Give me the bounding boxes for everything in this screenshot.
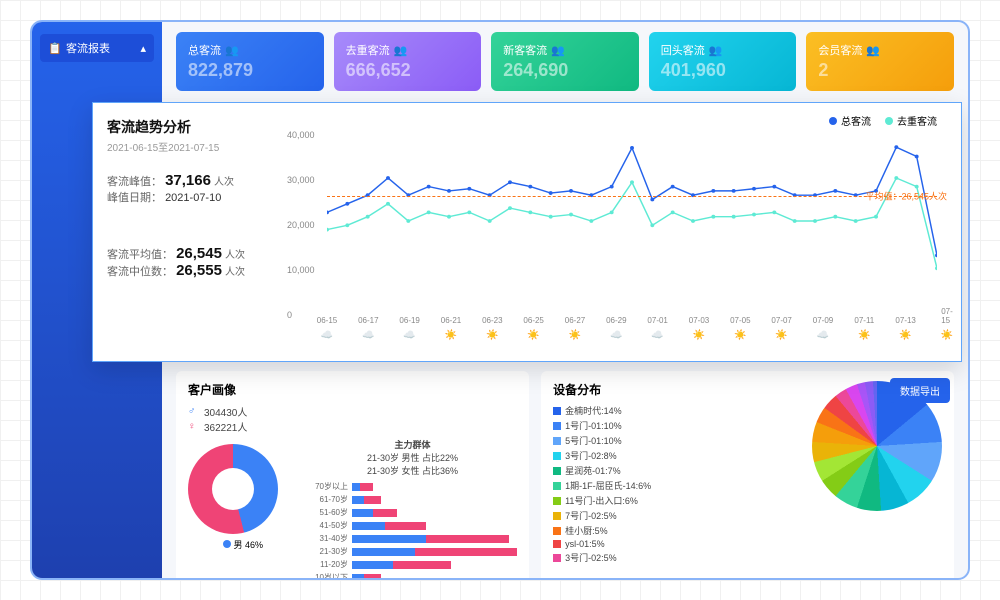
weather-icon: ☀️ [734,330,746,341]
report-icon: 📋 [48,42,60,54]
weather-icon: ☁️ [362,330,374,341]
weather-icon: ☀️ [445,330,457,341]
export-button[interactable]: 数据导出 [890,378,950,403]
age-bar-row: 11-20岁 [308,559,517,570]
weather-icon: ☁️ [817,330,829,341]
metric-card[interactable]: 去重客流 👥666,652 [334,32,482,91]
avg-label: 平均值：26,545人次 [865,189,947,202]
device-item: 桂小厨:5% [553,524,812,537]
people-icon: 👥 [225,44,239,57]
people-icon: 👥 [866,44,880,57]
sidebar-item-report[interactable]: 📋 客流报表 ▴ [40,34,154,62]
age-bar-row: 41-50岁 [308,520,517,531]
device-item: 5号门-01:10% [553,434,812,447]
female-icon: ♀ [188,421,200,433]
weather-icon: ☁️ [403,330,415,341]
trend-chart: 总客流 去重客流 010,00020,00030,00040,000 平均值：2… [287,117,947,347]
device-item: 11号门-出入口:6% [553,494,812,507]
weather-icon: ☀️ [941,330,953,341]
device-title: 设备分布 [553,381,812,398]
main-group: 主力群体 21-30岁 男性 占比22% 21-30岁 女性 占比36% [308,438,517,477]
trend-title: 客流趋势分析 [107,117,287,137]
weather-icon: ☁️ [321,330,333,341]
weather-icon: ☀️ [858,330,870,341]
people-icon: 👥 [394,44,408,57]
metric-cards: 总客流 👥822,879去重客流 👥666,652新客客流 👥264,690回头… [176,32,954,91]
metric-card[interactable]: 总客流 👥822,879 [176,32,324,91]
plot-area [327,135,937,307]
weather-icon: ☀️ [527,330,539,341]
device-item: 金楠时代:14% [553,404,812,417]
chevron-up-icon: ▴ [140,42,146,55]
weather-icon: ☁️ [610,330,622,341]
device-item: 3号门-02:5% [553,551,812,564]
weather-icon: ☀️ [486,330,498,341]
device-item: ysl-01:5% [553,539,812,549]
chart-legend: 总客流 去重客流 [829,113,937,128]
portrait-panel: 客户画像 ♂304430人 ♀362221人 男 46% 主力群体 [176,371,529,578]
device-item: 星润苑-01:7% [553,464,812,477]
age-bar-row: 31-40岁 [308,533,517,544]
device-item: 1期-1F-屈臣氏-14:6% [553,479,812,492]
avg-line [327,196,937,197]
age-bar-row: 21-30岁 [308,546,517,557]
dashboard-frame: 📋 客流报表 ▴ 总客流 👥822,879去重客流 👥666,652新客客流 👥… [30,20,970,580]
male-icon: ♂ [188,406,200,418]
weather-icon: ☁️ [651,330,663,341]
metric-card[interactable]: 回头客流 👥401,960 [649,32,797,91]
age-bar-row: 70岁以上 [308,481,517,492]
age-bars: 主力群体 21-30岁 男性 占比22% 21-30岁 女性 占比36% 70岁… [308,438,517,578]
sidebar-item-label: 客流报表 [66,40,110,56]
portrait-title: 客户画像 [188,381,236,398]
weather-icon: ☀️ [899,330,911,341]
gender-donut [188,444,278,534]
age-bar-row: 10岁以下 [308,572,517,578]
age-bar-row: 51-60岁 [308,507,517,518]
donut-legend: 男 46% [188,538,298,551]
weather-icon: ☀️ [569,330,581,341]
device-list: 金楠时代:14% 1号门-01:10% 5号门-01:10% 3号门-02:8% 星润苑… [553,404,812,564]
device-item: 7号门-02:5% [553,509,812,522]
gender-counts: ♂304430人 ♀362221人 [188,404,517,434]
trend-modal: 客流趋势分析 2021-06-15至2021-07-15 客流峰值： 37,16… [92,102,962,362]
trend-date-range: 2021-06-15至2021-07-15 [107,139,287,154]
metric-card[interactable]: 会员客流 👥2 [806,32,954,91]
people-icon: 👥 [551,44,565,57]
device-item: 3号门-02:8% [553,449,812,462]
age-bar-row: 61-70岁 [308,494,517,505]
people-icon: 👥 [709,44,723,57]
device-item: 1号门-01:10% [553,419,812,432]
weather-icon: ☀️ [775,330,787,341]
trend-stats: 客流趋势分析 2021-06-15至2021-07-15 客流峰值： 37,16… [107,117,287,347]
line-svg [327,135,937,307]
weather-icon: ☀️ [693,330,705,341]
metric-card[interactable]: 新客客流 👥264,690 [491,32,639,91]
bottom-panels: 客户画像 ♂304430人 ♀362221人 男 46% 主力群体 [176,371,954,578]
